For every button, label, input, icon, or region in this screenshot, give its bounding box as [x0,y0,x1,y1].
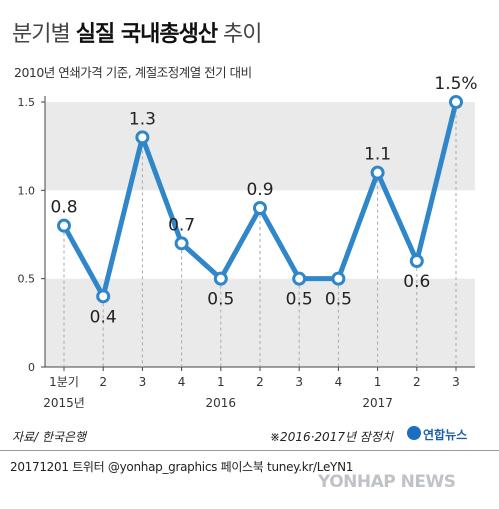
data-point [449,95,463,109]
data-point [213,271,228,286]
x-tick-label: 2 [256,375,264,389]
data-point [96,289,111,304]
data-label: 0.5 [325,290,352,310]
data-label: 0.4 [90,307,117,327]
year-label: 2015년 [43,396,85,410]
chart-subtitle: 2010년 연쇄가격 기준, 계절조정계열 전기 대비 [14,65,252,80]
data-label: 0.6 [403,272,430,292]
year-label: 2016 [206,396,237,410]
brand-name: 연합뉴스 [423,428,468,442]
data-point [370,165,385,180]
watermark: YONHAP NEWS [318,472,456,492]
title-part-2: 실질 국내총생산 [75,22,218,47]
data-point [253,201,267,215]
data-label: 0.7 [168,215,195,235]
data-label: 1.5% [434,74,477,94]
source-note: 자료/ 한국은행 [12,430,87,444]
x-tick-label: 3 [295,375,303,389]
x-tick-label: 1 [374,375,382,389]
y-tick-label: 0.5 [18,273,36,286]
data-label: 0.5 [286,290,313,310]
x-tick-label: 3 [139,375,147,389]
chart-title: 분기별 실질 국내총생산 추이 [12,16,263,48]
x-tick-label: 3 [452,375,460,389]
footer-divider [0,450,499,451]
x-tick-label: 2 [413,375,421,389]
yonhap-logo-icon [407,426,421,440]
data-point [409,254,424,268]
y-tick-label: 1.0 [18,184,36,197]
x-tick-label: 1분기 [49,375,79,389]
provisional-note: ※2016·2017년 잠정치 [270,430,393,444]
data-point [331,271,346,286]
data-label: 0.9 [246,180,273,200]
year-label: 2017 [362,396,393,410]
x-tick-label: 4 [335,375,343,389]
data-point [135,130,150,145]
x-tick-label: 1 [217,375,225,389]
data-label: 0.8 [50,198,77,218]
data-label: 0.5 [207,290,234,310]
data-label: 1.3 [129,109,156,129]
x-tick-label: 4 [178,375,186,389]
x-tick-label: 2 [99,375,107,389]
y-tick-label: 1.5 [18,96,36,109]
data-label: 1.1 [364,145,391,165]
data-point [292,271,307,286]
y-tick-label: 0 [28,361,35,374]
data-point [174,236,189,251]
title-part-3: 추이 [217,22,263,47]
data-point [57,218,71,233]
credit-line: 20171201 트위터 @yonhap_graphics 페이스북 tuney… [10,460,354,474]
title-part-1: 분기별 [12,22,76,47]
grid-band-top [45,102,475,191]
